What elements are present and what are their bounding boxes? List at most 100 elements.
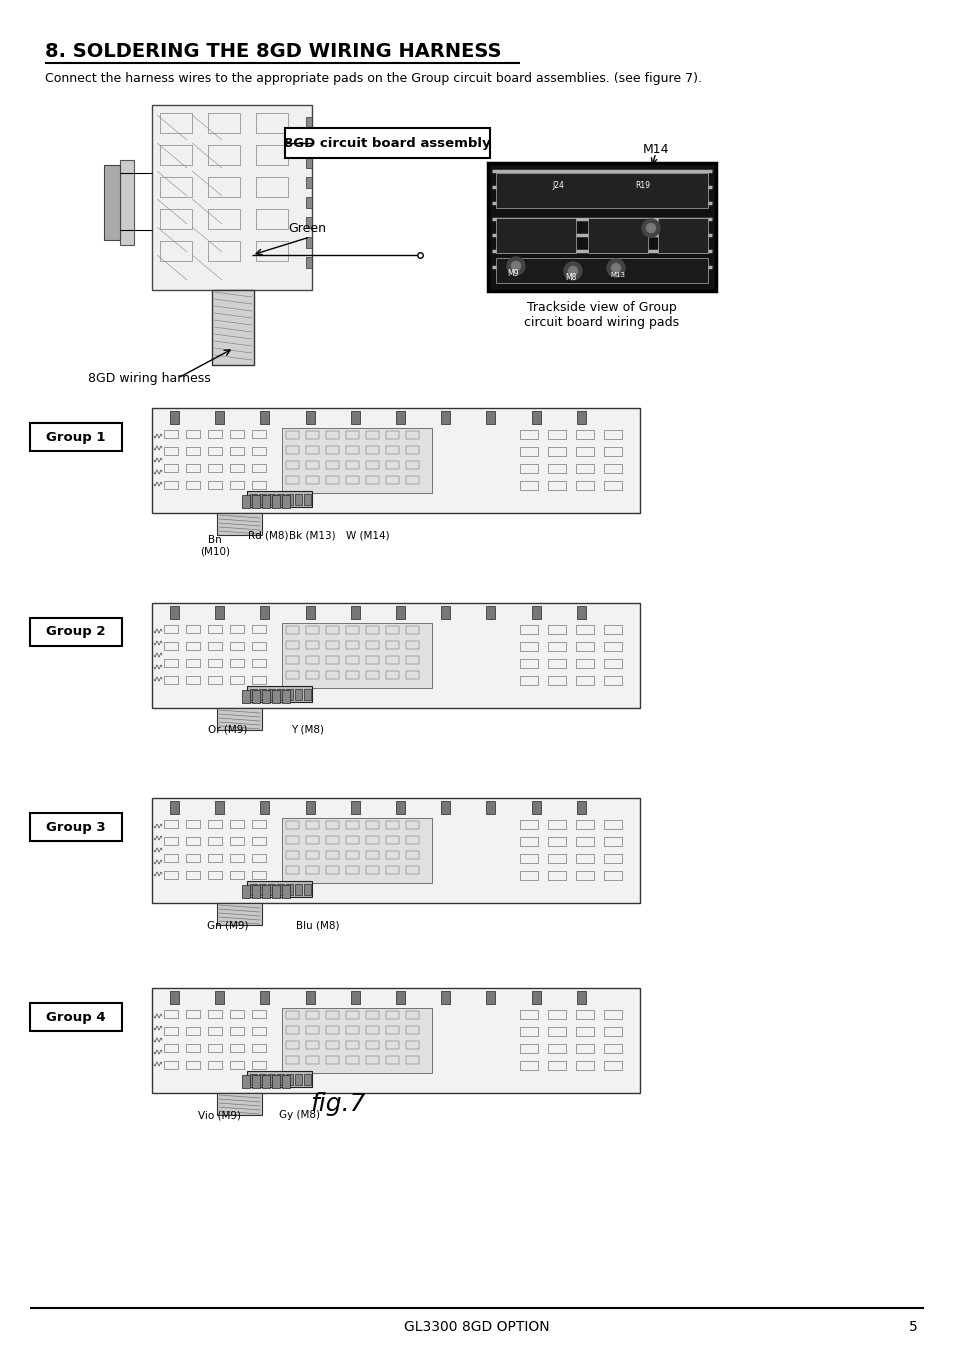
Bar	[282, 885, 290, 898]
Bar	[186, 820, 200, 828]
Bar	[216, 1093, 262, 1115]
Bar	[440, 607, 450, 619]
Bar	[547, 1027, 565, 1036]
Bar	[215, 992, 224, 1004]
Bar	[658, 218, 707, 253]
Bar	[386, 640, 398, 648]
Bar	[255, 113, 288, 132]
Bar	[250, 1074, 256, 1085]
Bar	[603, 854, 621, 863]
Bar	[519, 1061, 537, 1070]
Circle shape	[606, 259, 624, 277]
Bar	[306, 1042, 318, 1048]
Bar	[326, 446, 338, 454]
Bar	[326, 461, 338, 469]
Bar	[547, 447, 565, 457]
Bar	[406, 1011, 418, 1019]
Bar	[406, 640, 418, 648]
Bar	[286, 866, 298, 874]
Bar	[406, 461, 418, 469]
Bar	[519, 481, 537, 490]
Bar	[164, 642, 178, 650]
Bar	[262, 1075, 270, 1088]
Bar	[603, 447, 621, 457]
Bar	[262, 690, 270, 703]
Bar	[346, 1025, 358, 1034]
Bar	[216, 902, 262, 925]
Bar	[282, 690, 290, 703]
Bar	[547, 659, 565, 667]
Bar	[230, 463, 244, 471]
Bar	[272, 690, 280, 703]
Bar	[519, 626, 537, 634]
Bar	[519, 820, 537, 830]
Bar	[346, 626, 358, 634]
Bar	[152, 408, 639, 513]
Text: Y (M8): Y (M8)	[292, 725, 324, 735]
Bar	[519, 854, 537, 863]
Text: M14: M14	[642, 143, 669, 155]
Bar	[306, 851, 318, 859]
Bar	[250, 689, 256, 700]
Bar	[519, 676, 537, 685]
Bar	[547, 626, 565, 634]
Bar	[346, 851, 358, 859]
Bar	[519, 430, 537, 439]
Bar	[208, 820, 222, 828]
Bar	[230, 447, 244, 455]
Bar	[258, 1074, 266, 1085]
Bar	[164, 626, 178, 634]
Bar	[488, 163, 716, 290]
Text: Group 2: Group 2	[46, 626, 106, 639]
Bar	[306, 476, 318, 484]
Bar	[252, 463, 266, 471]
Bar	[366, 1042, 378, 1048]
Bar	[186, 463, 200, 471]
Circle shape	[563, 262, 581, 280]
Bar	[306, 836, 318, 844]
Bar	[255, 177, 288, 197]
Bar	[406, 626, 418, 634]
Bar	[496, 218, 576, 253]
Bar	[230, 820, 244, 828]
Text: R19: R19	[635, 181, 650, 189]
Bar	[208, 1044, 222, 1052]
Bar	[272, 1075, 280, 1088]
Bar	[305, 801, 314, 815]
Bar	[395, 607, 405, 619]
Bar	[252, 1011, 266, 1019]
Bar	[304, 689, 311, 700]
Text: Or (M9): Or (M9)	[208, 725, 248, 735]
Bar	[164, 430, 178, 438]
Circle shape	[568, 266, 577, 276]
Text: Green: Green	[288, 222, 326, 235]
Bar	[252, 854, 266, 862]
Bar	[252, 676, 266, 684]
Bar	[252, 1075, 260, 1088]
Bar	[164, 871, 178, 880]
Bar	[577, 607, 585, 619]
Bar	[247, 686, 312, 703]
Bar	[294, 689, 302, 700]
Bar	[547, 481, 565, 490]
Bar	[164, 838, 178, 844]
Bar	[252, 820, 266, 828]
Text: Gn (M9): Gn (M9)	[207, 920, 249, 929]
Bar	[366, 461, 378, 469]
Text: W (M14): W (M14)	[346, 530, 390, 540]
Bar	[186, 838, 200, 844]
Bar	[576, 854, 594, 863]
Bar	[286, 1011, 298, 1019]
Bar	[576, 481, 594, 490]
Bar	[386, 461, 398, 469]
Bar	[30, 1002, 122, 1031]
Bar	[603, 463, 621, 473]
Bar	[286, 476, 298, 484]
Bar	[547, 820, 565, 830]
Text: Group 4: Group 4	[46, 1011, 106, 1024]
Bar	[230, 642, 244, 650]
Circle shape	[646, 223, 655, 232]
Bar	[164, 676, 178, 684]
Bar	[230, 430, 244, 438]
Bar	[576, 871, 594, 880]
